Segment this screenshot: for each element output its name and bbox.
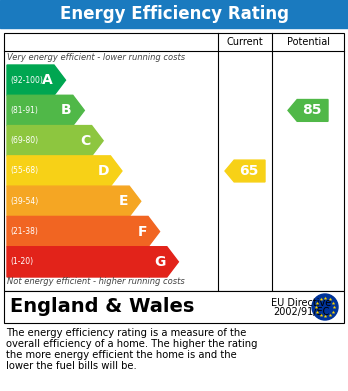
Text: Not energy efficient - higher running costs: Not energy efficient - higher running co…: [7, 277, 185, 286]
Polygon shape: [288, 100, 328, 121]
Text: D: D: [98, 164, 109, 178]
Polygon shape: [7, 156, 122, 186]
Polygon shape: [7, 65, 65, 95]
Text: 85: 85: [302, 104, 322, 117]
Text: The energy efficiency rating is a measure of the: The energy efficiency rating is a measur…: [6, 328, 246, 338]
Text: (81-91): (81-91): [10, 106, 38, 115]
Text: (69-80): (69-80): [10, 136, 38, 145]
Text: (21-38): (21-38): [10, 227, 38, 236]
Polygon shape: [7, 247, 179, 277]
Text: (1-20): (1-20): [10, 257, 33, 266]
Text: F: F: [137, 224, 147, 239]
Text: 2002/91/EC: 2002/91/EC: [273, 307, 329, 317]
Bar: [4, 33, 344, 291]
Text: (39-54): (39-54): [10, 197, 38, 206]
Polygon shape: [225, 160, 265, 182]
Text: Potential: Potential: [286, 37, 330, 47]
Polygon shape: [7, 126, 103, 156]
Circle shape: [312, 294, 338, 320]
Bar: [0, 0, 348, 28]
Text: EU Directive: EU Directive: [271, 298, 331, 308]
Text: Current: Current: [227, 37, 263, 47]
Text: (92-100): (92-100): [10, 75, 43, 84]
Polygon shape: [7, 95, 84, 126]
Text: B: B: [61, 104, 72, 117]
Text: (55-68): (55-68): [10, 167, 38, 176]
Polygon shape: [7, 186, 141, 217]
Text: lower the fuel bills will be.: lower the fuel bills will be.: [6, 361, 137, 371]
Text: Very energy efficient - lower running costs: Very energy efficient - lower running co…: [7, 53, 185, 62]
Text: C: C: [80, 134, 90, 148]
Bar: [4, 291, 344, 323]
Text: G: G: [155, 255, 166, 269]
Text: Energy Efficiency Rating: Energy Efficiency Rating: [60, 5, 288, 23]
Text: E: E: [119, 194, 128, 208]
Text: England & Wales: England & Wales: [10, 298, 195, 316]
Polygon shape: [7, 217, 160, 247]
Text: the more energy efficient the home is and the: the more energy efficient the home is an…: [6, 350, 237, 360]
Text: overall efficiency of a home. The higher the rating: overall efficiency of a home. The higher…: [6, 339, 258, 349]
Text: A: A: [42, 73, 53, 87]
Text: 65: 65: [239, 164, 259, 178]
